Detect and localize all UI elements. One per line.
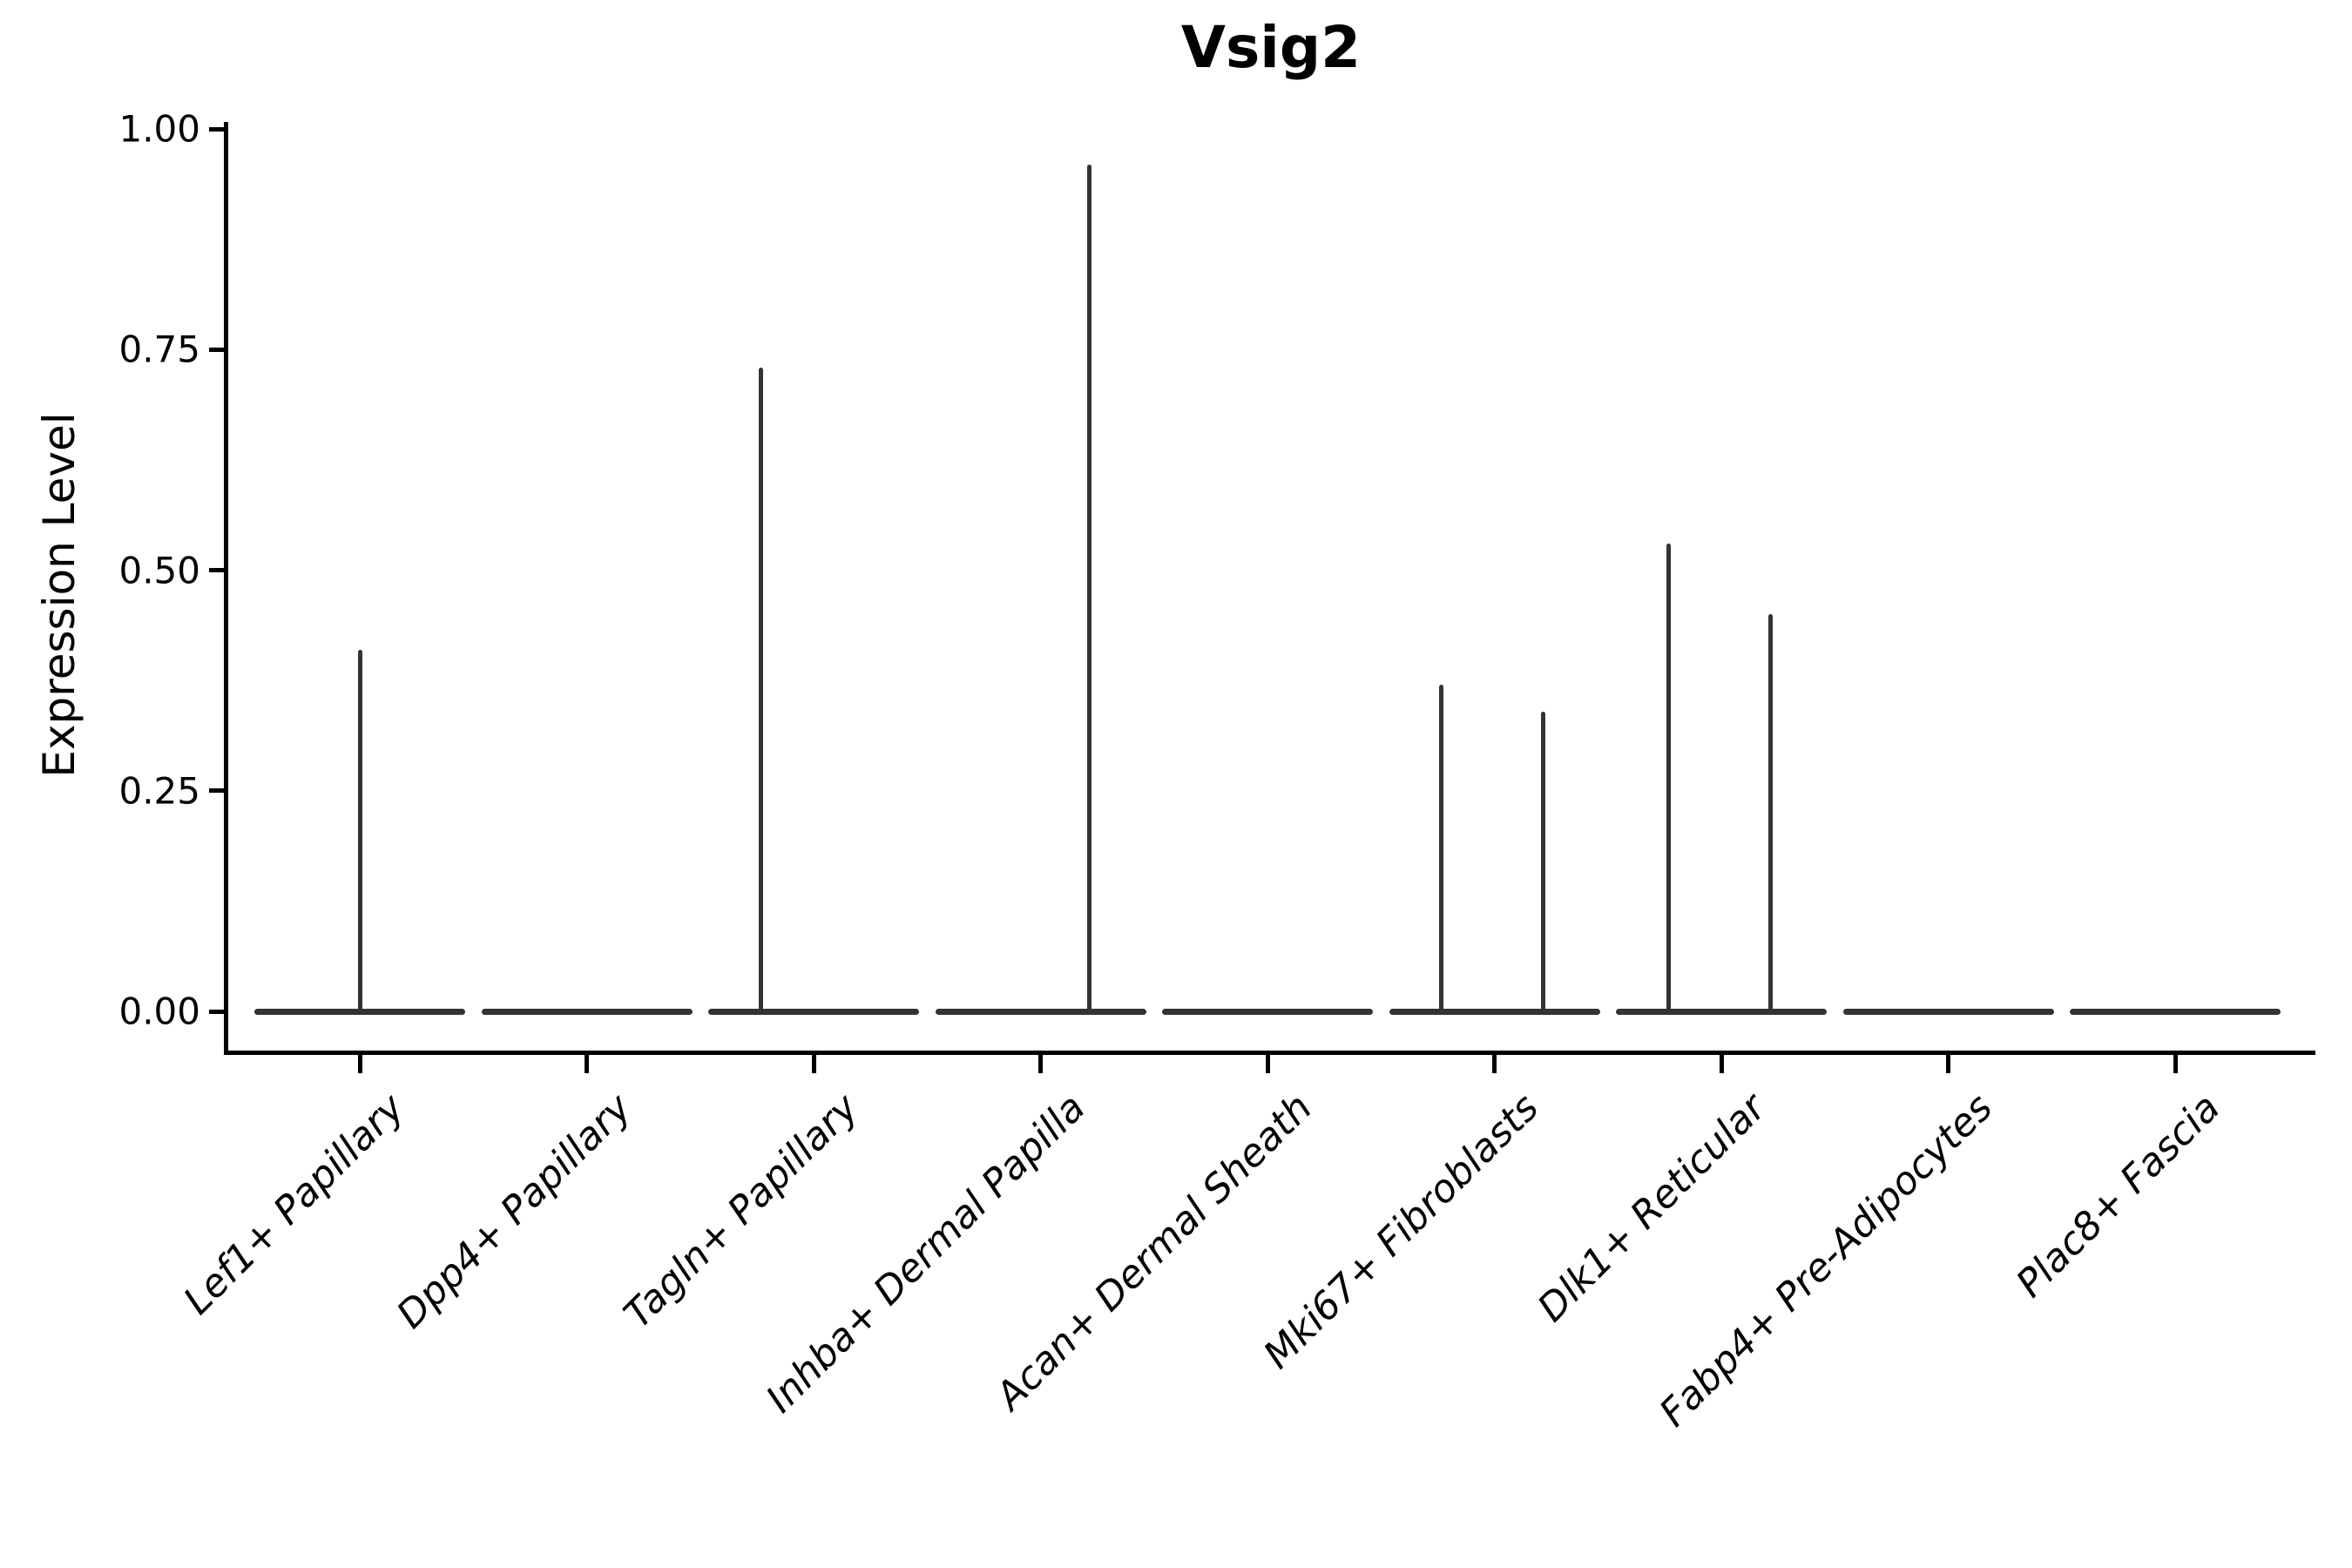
violin-base	[1389, 1008, 1600, 1015]
x-tick	[1719, 1052, 1724, 1073]
violin-base	[1616, 1008, 1827, 1015]
violin-spike	[1767, 614, 1773, 1011]
y-axis-label: Expression Level	[34, 412, 84, 778]
y-tick-label: 0.75	[118, 328, 200, 371]
y-tick	[209, 347, 226, 352]
y-axis-spine	[224, 122, 228, 1055]
y-tick-label: 0.00	[118, 990, 200, 1033]
chart-title: Vsig2	[1180, 14, 1362, 81]
x-tick-label: Lef1+ Papillary	[175, 1085, 414, 1324]
x-tick	[1265, 1052, 1270, 1073]
violin-base	[254, 1008, 465, 1015]
violin-base	[2070, 1008, 2281, 1015]
violin-spike	[1439, 685, 1443, 1011]
x-tick-label: Tagln+ Papillary	[615, 1085, 868, 1337]
x-tick-label: Plac8+ Fascia	[2007, 1085, 2229, 1307]
y-tick-label: 1.00	[118, 107, 200, 151]
x-tick-label: Dlk1+ Reticular	[1529, 1085, 1775, 1331]
violin-spike	[758, 367, 763, 1011]
y-tick-label: 0.25	[118, 769, 200, 813]
violin-spike	[1087, 164, 1092, 1011]
x-tick	[1946, 1052, 1950, 1073]
x-tick	[1492, 1052, 1497, 1073]
x-tick	[357, 1052, 362, 1073]
x-tick	[585, 1052, 589, 1073]
x-tick	[1038, 1052, 1043, 1073]
violin-base	[935, 1008, 1146, 1015]
x-axis-spine	[224, 1051, 2315, 1055]
y-tick	[209, 126, 226, 132]
x-tick-label: Dpp4+ Papillary	[388, 1085, 640, 1338]
violin-base	[481, 1008, 693, 1015]
y-tick	[209, 1009, 226, 1014]
violin-base	[1162, 1008, 1373, 1015]
y-tick	[209, 788, 226, 794]
x-tick	[2173, 1052, 2178, 1073]
violin-base	[1842, 1008, 2054, 1015]
y-tick-label: 0.50	[118, 549, 200, 591]
x-tick	[811, 1052, 816, 1073]
violin-base	[708, 1008, 919, 1015]
violin-spike	[1541, 711, 1545, 1011]
violin-spike	[1666, 544, 1671, 1011]
violin-spike	[357, 649, 362, 1011]
y-tick	[209, 568, 226, 572]
